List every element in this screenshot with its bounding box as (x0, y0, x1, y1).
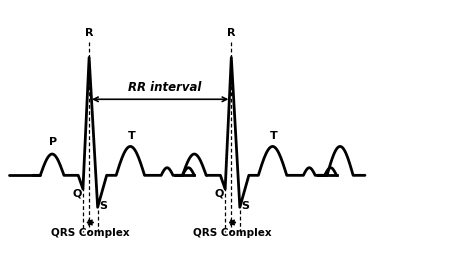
Text: Q: Q (214, 188, 224, 198)
Text: P: P (49, 137, 57, 147)
Text: QRS Complex: QRS Complex (51, 228, 129, 238)
Text: T: T (270, 131, 278, 141)
Text: Q: Q (72, 188, 82, 198)
Text: RR interval: RR interval (128, 81, 201, 94)
Text: S: S (242, 201, 250, 211)
Text: QRS Complex: QRS Complex (193, 228, 272, 238)
Text: R: R (227, 28, 236, 38)
Text: S: S (100, 201, 108, 211)
Text: T: T (128, 131, 136, 141)
Text: R: R (85, 28, 93, 38)
